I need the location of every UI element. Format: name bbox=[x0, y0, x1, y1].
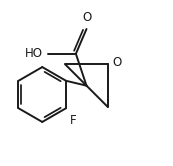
Text: O: O bbox=[113, 56, 122, 70]
Text: O: O bbox=[83, 11, 92, 24]
Text: F: F bbox=[70, 114, 76, 127]
Text: HO: HO bbox=[25, 47, 43, 60]
